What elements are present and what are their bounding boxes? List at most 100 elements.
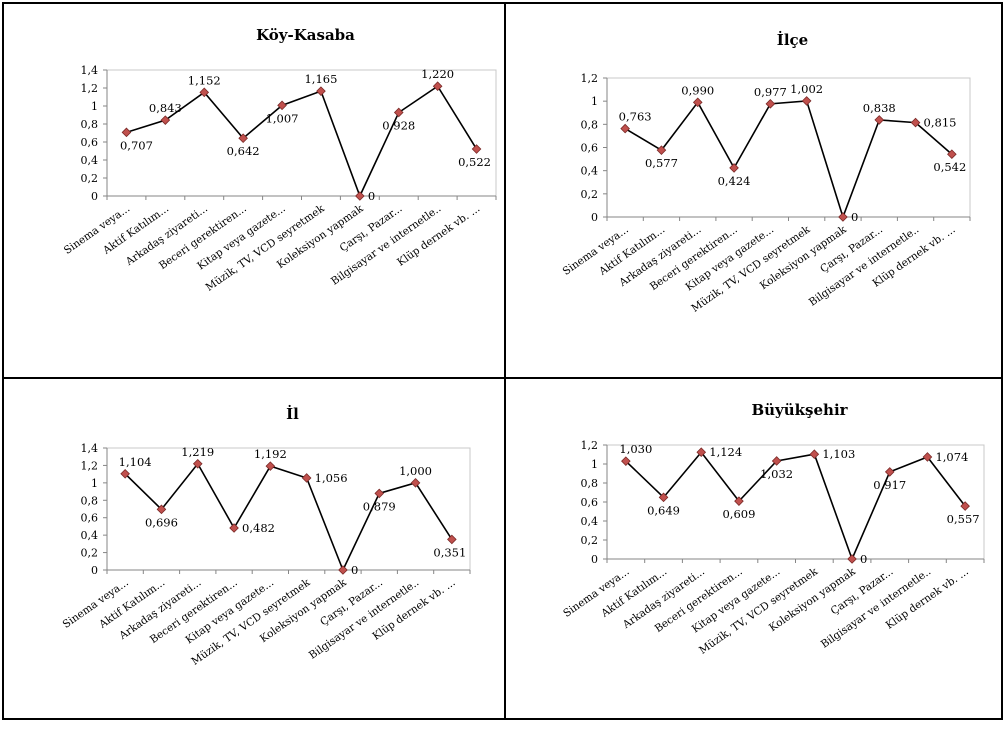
data-point-marker bbox=[472, 145, 480, 153]
y-tick-label: 1,2 bbox=[81, 459, 99, 472]
data-label: 0,879 bbox=[363, 499, 396, 513]
data-label: 0,542 bbox=[933, 160, 966, 174]
data-label: 0 bbox=[851, 210, 858, 224]
data-label: 0,577 bbox=[645, 156, 678, 170]
data-point-marker bbox=[339, 566, 347, 574]
y-tick-label: 1,4 bbox=[81, 64, 99, 77]
data-label: 1,000 bbox=[399, 464, 432, 478]
y-tick-label: 0,6 bbox=[581, 496, 599, 509]
data-point-marker bbox=[810, 450, 818, 458]
data-label: 1,165 bbox=[304, 72, 337, 86]
data-point-marker bbox=[266, 462, 274, 470]
line-chart: Büyükşehir 0 0,2 0,4 0,6 0,8 1 1,2 Sinema veya..… bbox=[504, 377, 1003, 747]
data-label: 0 bbox=[860, 552, 867, 566]
data-label: 1,104 bbox=[119, 455, 152, 469]
y-tick-label: 0,2 bbox=[581, 188, 599, 201]
x-category-label: Sinema veya... bbox=[62, 203, 132, 257]
y-tick-label: 0,6 bbox=[581, 142, 599, 155]
data-label: 0,557 bbox=[947, 512, 980, 526]
y-tick-label: 0,4 bbox=[81, 154, 99, 167]
data-point-marker bbox=[411, 479, 419, 487]
data-label: 0,928 bbox=[382, 118, 415, 132]
y-tick-label: 0,6 bbox=[81, 136, 99, 149]
data-label: 1,030 bbox=[619, 442, 652, 456]
data-label: 0,351 bbox=[433, 545, 466, 559]
data-label: 0,609 bbox=[722, 507, 755, 521]
y-tick-label: 0 bbox=[91, 564, 98, 577]
data-label: 0 bbox=[351, 563, 358, 577]
y-tick-label: 1,2 bbox=[581, 72, 599, 85]
y-tick-label: 0,8 bbox=[581, 477, 599, 490]
data-label: 1,192 bbox=[254, 447, 287, 461]
y-tick-label: 0,8 bbox=[581, 118, 599, 131]
y-tick-label: 1,4 bbox=[81, 442, 99, 455]
data-point-marker bbox=[839, 213, 847, 221]
y-tick-label: 0 bbox=[591, 211, 598, 224]
chart-title: İl bbox=[286, 404, 299, 423]
data-label: 0,522 bbox=[458, 155, 491, 169]
data-label: 1,220 bbox=[421, 67, 454, 81]
chart-title: Köy-Kasaba bbox=[256, 26, 355, 44]
data-label: 1,103 bbox=[822, 447, 855, 461]
data-label: 0 bbox=[368, 189, 375, 203]
data-point-marker bbox=[886, 468, 894, 476]
chart-title: İlçe bbox=[777, 30, 808, 49]
y-tick-label: 1 bbox=[91, 477, 98, 490]
y-tick-label: 1 bbox=[591, 458, 598, 471]
y-tick-label: 0,8 bbox=[81, 118, 99, 131]
data-point-marker bbox=[230, 524, 238, 532]
y-tick-label: 0,2 bbox=[581, 534, 599, 547]
y-tick-label: 0,6 bbox=[81, 512, 99, 525]
data-point-marker bbox=[875, 116, 883, 124]
data-label: 1,219 bbox=[181, 445, 214, 459]
data-label: 1,056 bbox=[315, 471, 348, 485]
data-label: 0,990 bbox=[681, 83, 714, 97]
data-label: 0,424 bbox=[718, 174, 751, 188]
data-point-marker bbox=[448, 535, 456, 543]
chart-panel-buyuksehir: Büyükşehir 0 0,2 0,4 0,6 0,8 1 1,2 Sinema veya..… bbox=[504, 377, 1003, 747]
data-label: 0,977 bbox=[754, 85, 787, 99]
data-point-marker bbox=[848, 555, 856, 563]
y-tick-label: 0,8 bbox=[81, 494, 99, 507]
chart-title: Büyükşehir bbox=[751, 401, 848, 419]
data-point-marker bbox=[302, 474, 310, 482]
y-tick-label: 1 bbox=[591, 95, 598, 108]
y-tick-label: 0 bbox=[91, 190, 98, 203]
chart-panel-koy-kasaba: Köy-Kasaba 0 0,2 0,4 0,6 0,8 1 1,2 1,4 Sinema vey… bbox=[4, 4, 503, 374]
y-tick-label: 0,2 bbox=[81, 547, 99, 560]
line-chart: Köy-Kasaba 0 0,2 0,4 0,6 0,8 1 1,2 1,4 Sinema vey… bbox=[4, 4, 503, 374]
data-point-marker bbox=[730, 164, 738, 172]
data-point-marker bbox=[317, 87, 325, 95]
data-label: 0,815 bbox=[924, 116, 957, 130]
y-tick-label: 1,2 bbox=[581, 439, 599, 452]
data-label: 0,838 bbox=[863, 101, 896, 115]
data-label: 0,763 bbox=[619, 110, 652, 124]
data-point-marker bbox=[802, 97, 810, 105]
data-label: 1,124 bbox=[709, 445, 742, 459]
data-point-marker bbox=[375, 489, 383, 497]
y-tick-label: 1 bbox=[91, 100, 98, 113]
y-tick-label: 0,4 bbox=[81, 529, 99, 542]
data-label: 1,152 bbox=[188, 73, 221, 87]
data-label: 1,074 bbox=[935, 450, 968, 464]
data-label: 0,707 bbox=[120, 138, 153, 152]
data-label: 0,917 bbox=[873, 478, 906, 492]
data-label: 0,649 bbox=[647, 503, 680, 517]
y-tick-label: 0,4 bbox=[581, 515, 599, 528]
data-point-marker bbox=[356, 192, 364, 200]
y-tick-label: 1,2 bbox=[81, 82, 99, 95]
data-label: 1,032 bbox=[760, 467, 793, 481]
data-point-marker bbox=[122, 128, 130, 136]
y-tick-label: 0,4 bbox=[581, 165, 599, 178]
data-label: 0,843 bbox=[149, 101, 182, 115]
data-point-marker bbox=[766, 100, 774, 108]
data-label: 1,007 bbox=[266, 111, 299, 125]
chart-panel-il: İl 0 0,2 0,4 0,6 0,8 1 1,2 1,4 Sinema veya... Akti… bbox=[4, 377, 503, 747]
chart-panel-ilce: İlçe 0 0,2 0,4 0,6 0,8 1 1,2 Sinema veya... Aktif… bbox=[504, 4, 1003, 374]
y-tick-label: 0 bbox=[591, 553, 598, 566]
data-point-marker bbox=[621, 124, 629, 132]
data-label: 0,482 bbox=[242, 521, 275, 535]
x-category-label: Sinema veya... bbox=[561, 566, 631, 620]
